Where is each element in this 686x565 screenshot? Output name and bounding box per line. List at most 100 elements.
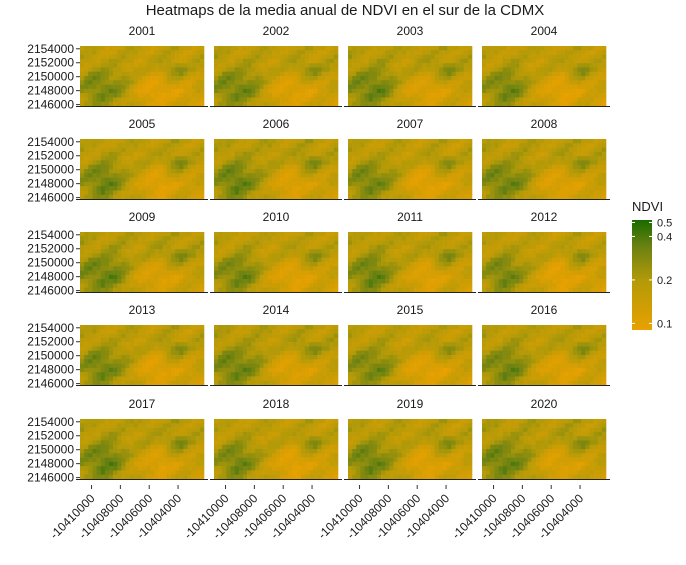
- heatmap-cell: [133, 147, 139, 153]
- heatmap-cell: [455, 156, 460, 161]
- heatmap-cell: [564, 93, 570, 98]
- heatmap-cell: [451, 244, 456, 250]
- heatmap-cell: [410, 58, 415, 64]
- heatmap-cell: [242, 257, 248, 263]
- heatmap-cell: [80, 194, 85, 200]
- heatmap-cell: [113, 190, 118, 196]
- heatmap-cell: [434, 139, 440, 144]
- heatmap-cell: [234, 194, 240, 200]
- heatmap-cell: [133, 236, 139, 241]
- heatmap-cell: [401, 143, 407, 148]
- heatmap-cell: [568, 177, 574, 183]
- heatmap-cell: [539, 71, 545, 77]
- heatmap-cell: [175, 93, 180, 98]
- heatmap-cell: [506, 164, 512, 170]
- heatmap-cell: [146, 156, 151, 161]
- heatmap-cell: [360, 97, 365, 103]
- heatmap-cell: [317, 194, 322, 200]
- heatmap-cell: [271, 84, 277, 90]
- heatmap-cell: [364, 97, 369, 103]
- heatmap-cell: [486, 101, 491, 107]
- heatmap-cell: [368, 236, 374, 241]
- heatmap-cell: [234, 156, 240, 161]
- heatmap-cell: [527, 54, 532, 60]
- heatmap-cell: [459, 139, 465, 144]
- heatmap-cell: [552, 88, 557, 94]
- heatmap-cell: [601, 88, 607, 94]
- heatmap-cell: [234, 147, 240, 153]
- heatmap-cell: [329, 279, 335, 284]
- heatmap-cell: [364, 253, 369, 259]
- heatmap-cell: [585, 50, 590, 55]
- heatmap-cell: [539, 67, 545, 73]
- heatmap-cell: [426, 151, 431, 157]
- heatmap-cell: [142, 177, 147, 183]
- heatmap-cell: [133, 270, 139, 276]
- heatmap-cell: [506, 169, 512, 174]
- heatmap-cell: [438, 169, 444, 174]
- heatmap-cell: [560, 173, 565, 178]
- heatmap-cell: [271, 274, 277, 280]
- heatmap-cell: [133, 190, 139, 196]
- heatmap-cell: [556, 97, 561, 103]
- heatmap-cell: [80, 240, 85, 246]
- heatmap-cell: [401, 194, 407, 200]
- heatmap-cell: [397, 164, 403, 170]
- heatmap-cell: [304, 88, 310, 94]
- heatmap-cell: [146, 71, 151, 77]
- heatmap-cell: [96, 58, 101, 64]
- heatmap-cell: [372, 71, 378, 77]
- heatmap-cell: [214, 93, 219, 98]
- heatmap-cell: [552, 186, 557, 191]
- heatmap-cell: [348, 63, 353, 68]
- heatmap-cell: [296, 88, 302, 94]
- heatmap-cell: [577, 194, 582, 200]
- heatmap-cell: [133, 76, 139, 81]
- heatmap-cell: [259, 101, 264, 107]
- heatmap-cell: [280, 151, 285, 157]
- heatmap-cell: [276, 186, 281, 191]
- heatmap-cell: [418, 181, 423, 187]
- heatmap-cell: [100, 71, 106, 77]
- heatmap-cell: [300, 274, 306, 280]
- heatmap-cell: [414, 63, 419, 68]
- heatmap-cell: [313, 50, 318, 55]
- heatmap-cell: [284, 54, 289, 60]
- heatmap-cell: [187, 173, 192, 178]
- heatmap-cell: [451, 236, 456, 241]
- heatmap-cell: [238, 151, 244, 157]
- heatmap-cell: [296, 253, 302, 259]
- heatmap-cell: [422, 84, 427, 90]
- heatmap-cell: [368, 186, 374, 191]
- heatmap-cell: [100, 54, 106, 60]
- heatmap-cell: [356, 262, 361, 267]
- heatmap-cell: [459, 177, 465, 183]
- heatmap-cell: [414, 177, 419, 183]
- heatmap-cell: [389, 46, 394, 51]
- heatmap-cell: [267, 156, 273, 161]
- heatmap-cell: [175, 151, 180, 157]
- heatmap-cell: [154, 190, 159, 196]
- heatmap-cell: [414, 270, 419, 276]
- heatmap-cell: [113, 67, 118, 73]
- heatmap-cell: [284, 232, 289, 237]
- heatmap-cell: [506, 262, 512, 267]
- heatmap-cell: [96, 283, 101, 289]
- heatmap-cell: [585, 240, 590, 246]
- heatmap-cell: [585, 63, 590, 68]
- heatmap-cell: [360, 270, 365, 276]
- heatmap-cell: [300, 54, 306, 60]
- heatmap-cell: [108, 240, 114, 246]
- heatmap-cell: [560, 97, 565, 103]
- heatmap-cell: [84, 253, 89, 259]
- heatmap-cell: [498, 67, 503, 73]
- heatmap-cell: [96, 236, 101, 241]
- heatmap-cell: [506, 67, 512, 73]
- heatmap-cell: [230, 143, 235, 148]
- heatmap-cell: [317, 262, 322, 267]
- heatmap-cell: [389, 173, 394, 178]
- heatmap-cell: [393, 190, 398, 196]
- heatmap-cell: [117, 46, 122, 51]
- heatmap-cell: [137, 71, 143, 77]
- heatmap-cell: [88, 173, 93, 178]
